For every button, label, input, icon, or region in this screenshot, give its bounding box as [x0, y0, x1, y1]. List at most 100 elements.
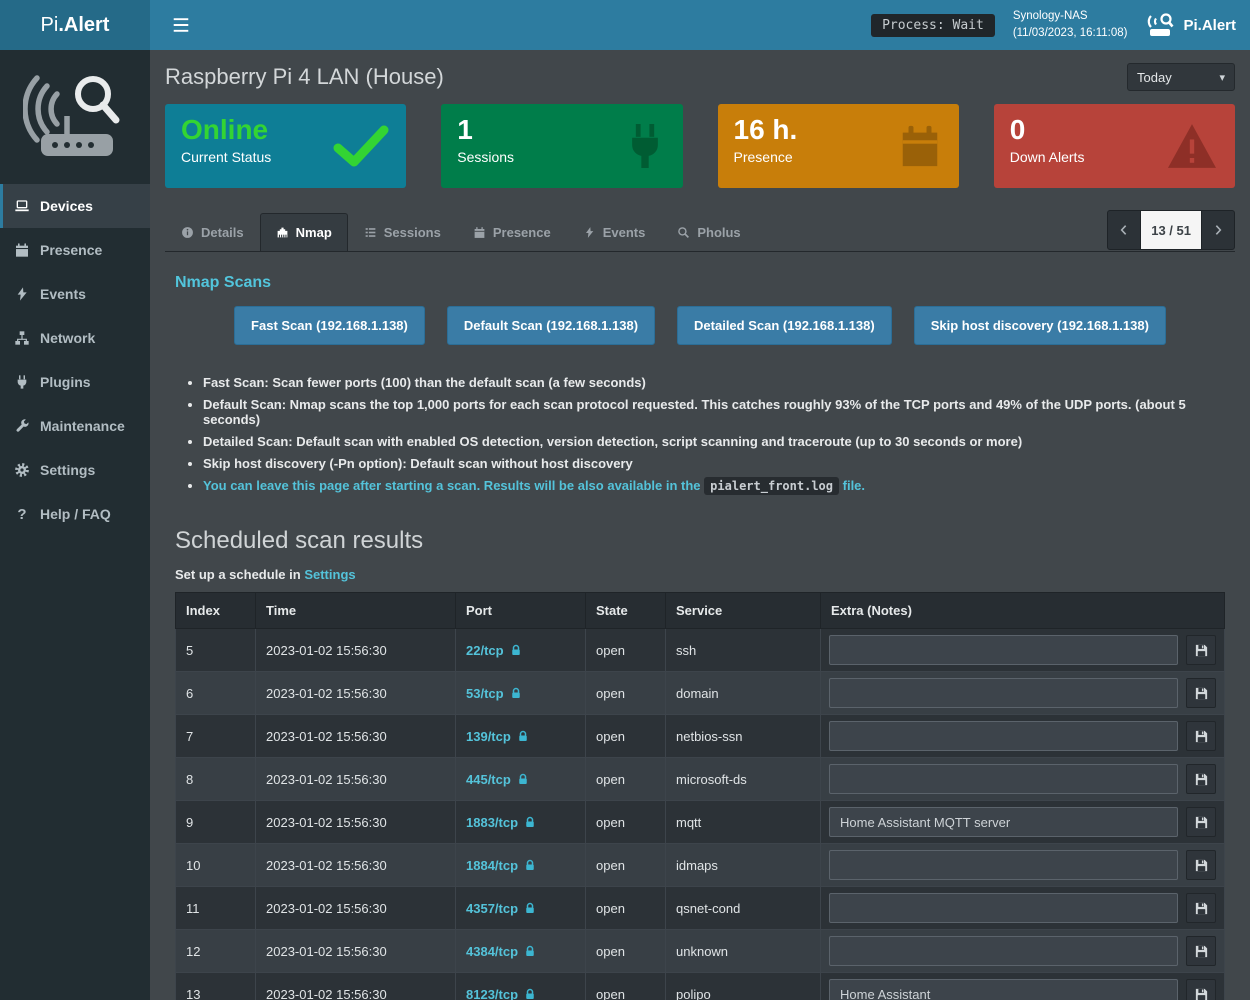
tab-nmap[interactable]: Nmap — [259, 213, 348, 251]
note-input[interactable] — [829, 979, 1178, 1000]
card-label: Sessions — [457, 148, 515, 165]
scan-button[interactable]: Skip host discovery (192.168.1.138) — [913, 306, 1166, 345]
device-tabs: Details Nmap Sessions Presence — [165, 213, 757, 251]
sidebar-item-plugins[interactable]: Plugins — [0, 360, 150, 404]
brand-logo[interactable]: Pi .Alert — [0, 0, 150, 50]
cell-index: 12 — [175, 929, 256, 973]
sidebar-toggle-button[interactable] — [164, 11, 198, 39]
scan-button[interactable]: Fast Scan (192.168.1.138) — [234, 306, 425, 345]
tab-presence[interactable]: Presence — [457, 213, 567, 251]
port-link[interactable]: 445/tcp — [466, 771, 511, 787]
table-row: 12 2023-01-02 15:56:30 4384/tcp open unk… — [175, 929, 1225, 973]
scheduled-results-heading: Scheduled scan results — [175, 527, 424, 554]
sidebar-item-maintenance[interactable]: Maintenance — [0, 404, 150, 448]
note-input[interactable] — [829, 850, 1178, 880]
cell-index: 9 — [175, 800, 256, 844]
status-card-presence: 16 h. Presence — [717, 104, 959, 188]
save-note-button[interactable] — [1186, 721, 1216, 751]
cell-service: idmaps — [665, 843, 821, 887]
cell-state: open — [585, 714, 666, 758]
cell-time: 2023-01-02 15:56:30 — [255, 886, 456, 930]
column-header: State — [585, 592, 666, 629]
tab-details[interactable]: Details — [165, 213, 260, 251]
process-status-badge: Process: Wait — [871, 13, 995, 37]
note-input[interactable] — [829, 936, 1178, 966]
sidebar-item-help[interactable]: ? Help / FAQ — [0, 492, 150, 536]
column-header: Index — [175, 592, 256, 629]
nmap-scans-heading: Nmap Scans — [175, 274, 272, 291]
port-link[interactable]: 1883/tcp — [466, 814, 519, 830]
cell-service: microsoft-ds — [665, 757, 821, 801]
hamburger-icon — [173, 18, 189, 32]
bolt-icon — [17, 287, 27, 301]
tab-label: Presence — [492, 225, 551, 240]
sidebar-item-network[interactable]: Network — [0, 316, 150, 360]
save-note-button[interactable] — [1186, 850, 1216, 880]
port-link[interactable]: 53/tcp — [466, 685, 504, 701]
calendar-icon — [16, 243, 28, 257]
schedule-hint-text: Set up a schedule in — [175, 567, 301, 582]
scan-button[interactable]: Detailed Scan (192.168.1.138) — [677, 306, 892, 345]
tab-label: Nmap — [295, 225, 332, 240]
status-card-down-alerts: 0 Down Alerts — [993, 104, 1235, 188]
port-link[interactable]: 8123/tcp — [466, 986, 519, 1000]
port-link[interactable]: 139/tcp — [466, 728, 511, 744]
sidebar-item-label: Network — [40, 330, 96, 346]
prev-page-button[interactable] — [1107, 210, 1142, 250]
period-select[interactable]: Today ▾ — [1127, 63, 1235, 91]
next-page-button[interactable] — [1201, 210, 1235, 250]
note-input[interactable] — [829, 721, 1178, 751]
tab-sessions[interactable]: Sessions — [348, 213, 457, 251]
save-note-button[interactable] — [1186, 893, 1216, 923]
scan-note: Default Scan: Nmap scans the top 1,000 p… — [203, 397, 1225, 427]
tab-label: Sessions — [383, 225, 441, 240]
tab-label: Details — [201, 225, 244, 240]
tab-pholus[interactable]: Pholus — [661, 213, 756, 251]
save-note-button[interactable] — [1186, 764, 1216, 794]
save-note-button[interactable] — [1186, 807, 1216, 837]
table-row: 8 2023-01-02 15:56:30 445/tcp open micro… — [175, 757, 1225, 801]
scan-button[interactable]: Default Scan (192.168.1.138) — [446, 306, 656, 345]
tab-events[interactable]: Events — [567, 213, 662, 251]
sidebar-item-label: Presence — [40, 242, 103, 258]
save-note-button[interactable] — [1186, 979, 1216, 1000]
cell-time: 2023-01-02 15:56:30 — [255, 757, 456, 801]
wrench-icon — [16, 419, 29, 432]
column-header: Extra (Notes) — [820, 592, 1225, 629]
schedule-hint: Set up a schedule in Settings — [175, 567, 1225, 582]
port-link[interactable]: 4357/tcp — [466, 900, 519, 916]
scan-results-table: Index Time Port State Service Extra (Notes) 5… — [175, 592, 1225, 1000]
log-link-text[interactable]: You can leave this page after starting a… — [203, 478, 701, 493]
settings-link[interactable]: Settings — [304, 567, 356, 582]
sidebar-item-label: Plugins — [40, 374, 91, 390]
cell-port: 4384/tcp — [455, 929, 586, 973]
note-input[interactable] — [829, 678, 1178, 708]
save-note-button[interactable] — [1186, 936, 1216, 966]
save-icon — [1195, 730, 1207, 742]
brand-text-bold: .Alert — [58, 13, 110, 36]
save-icon — [1195, 988, 1207, 1000]
cell-port: 1883/tcp — [455, 800, 586, 844]
cell-index: 10 — [175, 843, 256, 887]
brand-text-light: Pi — [40, 13, 59, 36]
header-brand[interactable]: Pi.Alert — [1145, 12, 1236, 38]
cell-state: open — [585, 886, 666, 930]
search-icon — [678, 227, 690, 238]
save-icon — [1195, 859, 1207, 871]
port-link[interactable]: 1884/tcp — [466, 857, 519, 873]
port-link[interactable]: 4384/tcp — [466, 943, 519, 959]
save-note-button[interactable] — [1186, 635, 1216, 665]
note-input[interactable] — [829, 807, 1178, 837]
save-note-button[interactable] — [1186, 678, 1216, 708]
note-input[interactable] — [829, 635, 1178, 665]
cell-extra-notes — [820, 972, 1225, 1000]
sidebar-item-events[interactable]: Events — [0, 272, 150, 316]
port-link[interactable]: 22/tcp — [466, 642, 504, 658]
warning-icon — [1168, 124, 1216, 168]
note-input[interactable] — [829, 893, 1178, 923]
sidebar-item-presence[interactable]: Presence — [0, 228, 150, 272]
sidebar-item-settings[interactable]: Settings — [0, 448, 150, 492]
sidebar-item-devices[interactable]: Devices — [0, 184, 150, 228]
note-input[interactable] — [829, 764, 1178, 794]
cell-index: 13 — [175, 972, 256, 1000]
